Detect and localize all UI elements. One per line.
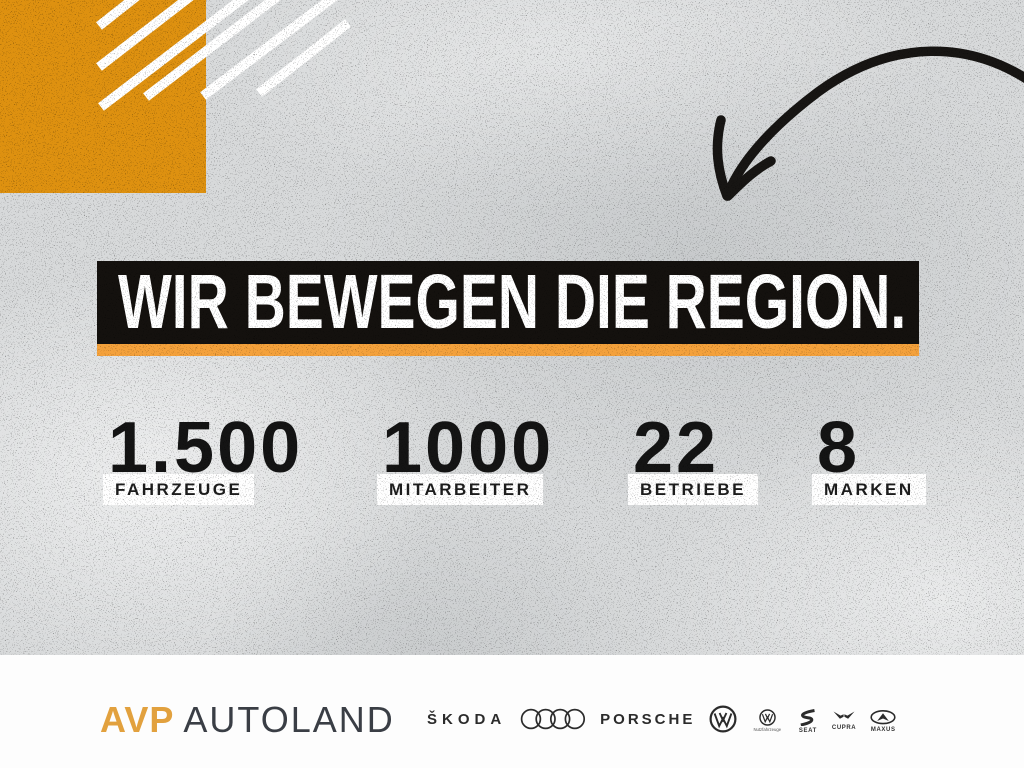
stat-value: 1.500 (108, 408, 304, 488)
maxus-caption: MAXUS (870, 726, 896, 733)
vw-small-icon (759, 709, 776, 726)
seat-caption: SEAT (798, 727, 817, 734)
stat-value: 8 (817, 408, 861, 488)
avp-logo-prefix: AVP (100, 699, 175, 740)
banner-underline-decor (97, 344, 919, 356)
avp-autoland-logo: AVP AUTOLAND (100, 699, 395, 741)
stat-fahrzeuge: 1.500 FAHRZEUGE (103, 408, 304, 505)
stat-mitarbeiter: 1000 MITARBEITER (377, 408, 555, 505)
diagonal-stripes-decor (96, 0, 351, 111)
brand-vw-icon (709, 705, 737, 733)
footer-bar (0, 655, 1024, 768)
brand-skoda-logo: ŠKODA (427, 710, 507, 728)
brand-audi-rings-icon (520, 708, 586, 730)
maxus-emblem-icon (870, 709, 896, 724)
brand-logos-row: ŠKODA PORSCHE (427, 694, 896, 744)
cupra-caption: CUPRA (831, 725, 857, 731)
headline-banner: WIR BEWEGEN DIE REGION. (97, 259, 919, 345)
stat-marken: 8 MARKEN (812, 408, 926, 505)
avp-logo-suffix: AUTOLAND (183, 699, 395, 740)
brand-maxus-logo: MAXUS (870, 709, 896, 733)
stat-value: 1000 (382, 408, 555, 488)
brand-porsche-logo: PORSCHE (600, 710, 696, 728)
brand-seat-logo: SEAT (798, 708, 818, 734)
vw-nutzfahrzeuge-caption: Nutzfahrzeuge (753, 727, 782, 733)
cupra-emblem-icon (833, 711, 855, 719)
headline-text: WIR BEWEGEN DIE REGION. (118, 259, 907, 345)
stat-value: 22 (633, 408, 720, 488)
brand-vw-nutzfahrzeuge-logo: Nutzfahrzeuge (751, 709, 784, 733)
seat-emblem-icon (800, 708, 815, 726)
stat-betriebe: 22 BETRIEBE (628, 408, 758, 505)
brand-cupra-logo: CUPRA (832, 711, 856, 731)
curved-arrow-icon (712, 46, 1024, 201)
